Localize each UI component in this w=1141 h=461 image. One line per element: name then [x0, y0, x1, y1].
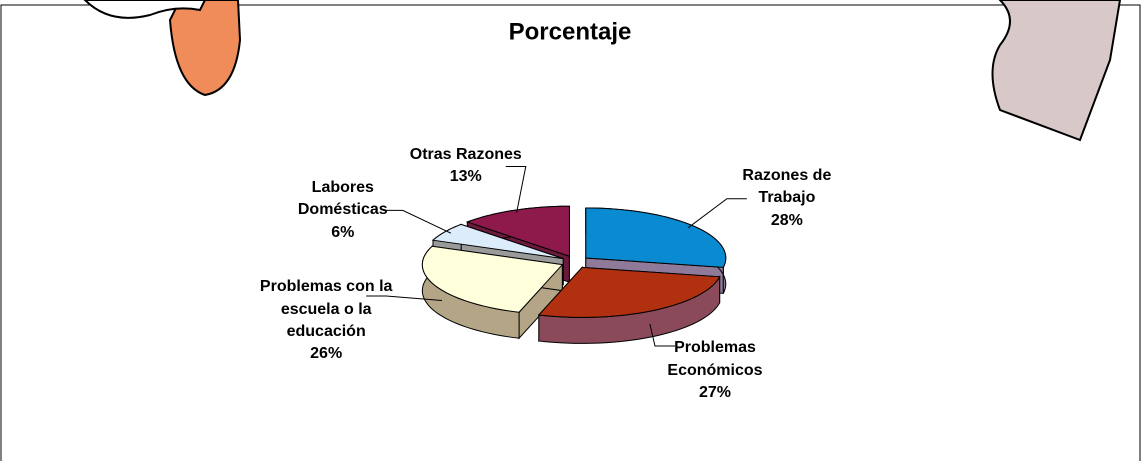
value-label: 26% [310, 345, 343, 363]
label-box: Razones de Trabajo 28% [702, 149, 872, 249]
chart-title: Porcentaje [509, 18, 632, 45]
value-label: 13% [449, 168, 482, 186]
slice-top [421, 245, 564, 313]
category-label: Otras Razones [409, 146, 522, 164]
value-label: 28% [770, 211, 803, 229]
leader-line [649, 323, 675, 347]
label-box: Labores Domésticas 6% [258, 160, 428, 260]
leader-line [366, 295, 443, 302]
category-label: Razones de Trabajo [742, 167, 832, 207]
category-label: Labores Domésticas [297, 178, 388, 219]
leader-line [687, 198, 747, 229]
data-label: Problemas Económicos 27% [630, 321, 800, 421]
cartoon-hand [83, 0, 207, 19]
cartoon-left [168, 0, 242, 97]
slice [537, 266, 721, 344]
category-label: Problemas Económicos [667, 339, 763, 379]
label-box: Otras Razones 13% [381, 116, 551, 216]
label-box: Problemas Económicos 27% [630, 321, 800, 421]
slice-top [585, 207, 727, 268]
leader-line [382, 209, 452, 234]
data-label: Otras Razones 13% [381, 116, 551, 216]
slice-top [431, 223, 564, 260]
data-label: Problemas con la escuela o la educación 2… [241, 271, 411, 371]
slice-top [537, 266, 721, 318]
data-label: Labores Domésticas 6% [258, 160, 428, 260]
frame [0, 4, 1141, 461]
category-label: Problemas con la escuela o la educación [259, 278, 393, 340]
value-label: 27% [698, 384, 731, 402]
cartoon-right [991, 0, 1122, 142]
leader-line [505, 165, 527, 213]
slice [421, 245, 564, 340]
label-box: Problemas con la escuela o la educación 2… [241, 271, 411, 371]
value-label: 6% [331, 223, 355, 241]
slice-top [465, 205, 570, 257]
data-label: Razones de Trabajo 28% [702, 149, 872, 249]
